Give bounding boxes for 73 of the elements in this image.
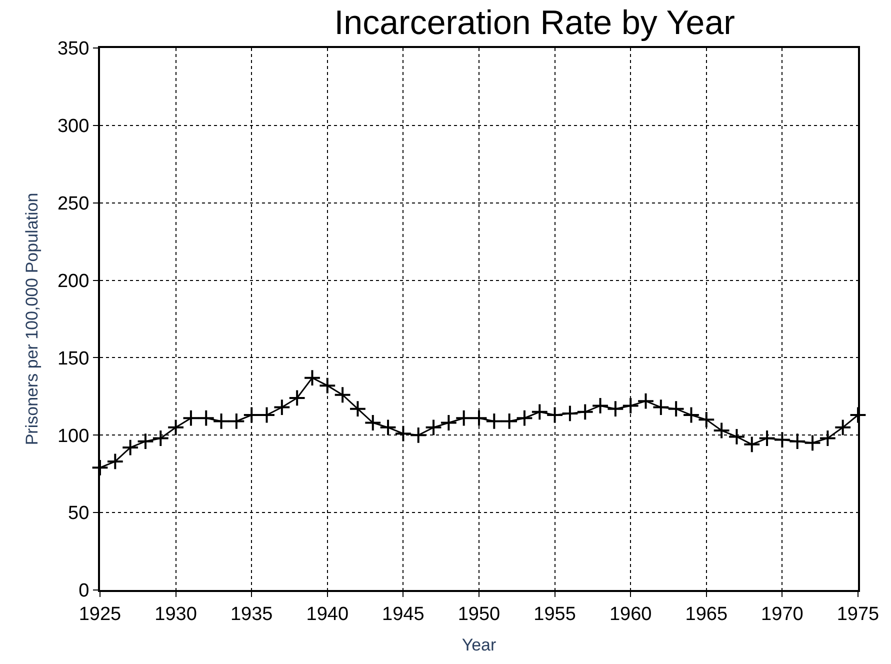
y-axis-title: Prisoners per 100,000 Population [22,192,42,446]
point [682,406,700,424]
point [379,418,397,436]
point [455,409,473,427]
y-tick-label: 200 [57,270,90,292]
point [712,422,730,440]
y-tick-label: 100 [57,426,90,447]
point [606,400,624,418]
x-tick-label: 1960 [609,604,652,625]
point [546,406,564,424]
point [622,397,640,414]
point [516,409,534,427]
x-tick-label: 1970 [761,604,804,625]
point [182,409,200,427]
x-tick-label: 1935 [230,604,273,625]
point [197,409,215,427]
x-tick-label: 1950 [458,604,500,625]
x-tick-label: 1925 [78,604,122,625]
y-tick-label: 50 [68,503,90,524]
x-tick-label: 1930 [154,604,197,625]
y-tick-label: 250 [57,194,90,215]
point [728,428,746,446]
point [804,434,822,452]
point [576,403,594,421]
point [637,392,654,410]
point [500,412,518,430]
point [743,436,761,454]
point [424,418,442,436]
x-axis-title: Year [462,636,497,655]
y-tick-label: 350 [57,38,90,60]
point [288,389,306,407]
chart-title: Incarceration Rate by Year [334,4,735,42]
x-tick-label: 1940 [306,604,349,625]
point [167,418,184,436]
point [440,414,458,432]
point [136,432,154,450]
point [152,430,170,447]
point [470,409,488,427]
point [318,376,336,394]
point [774,431,791,448]
point [334,386,352,404]
point [485,412,503,430]
point [561,404,579,422]
point [788,432,806,450]
point [304,369,321,387]
point [592,397,609,414]
point [698,410,716,428]
point [849,406,867,424]
point [349,400,366,418]
point [273,398,291,416]
point [834,418,852,436]
point [242,406,260,424]
x-tick-label: 1965 [685,604,728,625]
point [758,430,776,447]
point [122,438,140,456]
point [530,403,548,421]
x-tick-label: 1975 [836,604,880,625]
x-tick-label: 1945 [382,604,424,625]
point [394,424,412,442]
y-tick-label: 0 [78,580,90,602]
y-tick-label: 300 [57,116,90,138]
point [364,414,382,432]
point [652,398,670,416]
x-tick-label: 1955 [534,604,576,625]
point [106,452,124,470]
point [818,430,836,447]
point [258,406,276,424]
y-tick-label: 150 [57,348,90,370]
point [212,412,230,430]
point [667,400,685,418]
point [91,458,109,476]
point [410,426,428,444]
point [228,412,246,430]
